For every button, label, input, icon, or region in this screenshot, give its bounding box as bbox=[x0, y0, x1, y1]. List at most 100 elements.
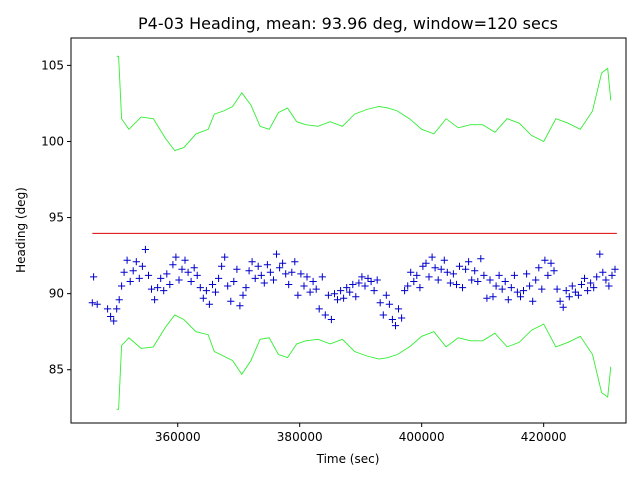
data-point bbox=[318, 273, 326, 281]
data-point bbox=[553, 285, 561, 293]
data-point bbox=[327, 315, 335, 324]
data-point bbox=[230, 277, 238, 286]
data-point bbox=[315, 305, 323, 313]
data-point bbox=[477, 255, 485, 263]
data-point bbox=[349, 280, 357, 289]
data-point bbox=[428, 253, 436, 261]
data-point bbox=[404, 282, 412, 290]
data-point bbox=[263, 261, 271, 269]
data-point bbox=[571, 288, 579, 296]
data-point bbox=[465, 258, 473, 266]
data-point bbox=[178, 265, 186, 273]
x-tick-label: 400000 bbox=[399, 430, 445, 444]
data-point bbox=[541, 256, 549, 264]
data-point bbox=[416, 284, 424, 292]
data-point bbox=[458, 284, 467, 292]
data-point bbox=[166, 280, 174, 289]
data-point bbox=[367, 277, 375, 286]
data-point bbox=[361, 282, 369, 290]
data-point bbox=[611, 265, 619, 273]
data-point bbox=[501, 277, 509, 286]
data-point bbox=[169, 261, 177, 269]
data-point bbox=[407, 268, 415, 276]
data-point bbox=[211, 288, 220, 296]
data-point bbox=[324, 291, 332, 299]
data-point bbox=[498, 285, 506, 293]
data-point bbox=[401, 287, 409, 295]
data-point bbox=[434, 276, 442, 284]
data-point bbox=[218, 262, 226, 270]
data-point bbox=[88, 299, 96, 307]
data-point bbox=[239, 291, 247, 299]
data-point bbox=[385, 300, 393, 308]
data-point bbox=[93, 300, 101, 308]
plot-frame bbox=[70, 37, 627, 424]
data-point bbox=[135, 274, 143, 282]
data-point bbox=[104, 305, 112, 313]
data-point bbox=[202, 287, 210, 295]
data-point bbox=[113, 305, 121, 313]
data-point bbox=[574, 291, 582, 299]
data-point bbox=[306, 288, 314, 296]
data-point bbox=[257, 271, 265, 279]
data-point bbox=[562, 287, 570, 295]
x-tick-label: 380000 bbox=[277, 430, 323, 444]
data-point bbox=[516, 293, 525, 301]
data-point bbox=[584, 287, 592, 295]
data-point bbox=[138, 262, 146, 270]
data-point bbox=[151, 296, 159, 304]
data-point bbox=[160, 287, 168, 295]
data-point bbox=[449, 270, 457, 278]
data-point bbox=[110, 317, 118, 325]
data-point bbox=[285, 280, 293, 289]
data-point bbox=[587, 279, 595, 287]
data-point bbox=[547, 259, 555, 267]
data-point bbox=[391, 322, 400, 330]
data-point bbox=[474, 277, 482, 286]
bounds-layer bbox=[116, 55, 612, 410]
data-point bbox=[355, 279, 363, 287]
data-point bbox=[373, 276, 381, 284]
data-point bbox=[163, 270, 171, 278]
data-point bbox=[486, 276, 494, 284]
data-point bbox=[544, 271, 552, 279]
data-point bbox=[330, 290, 339, 298]
y-tick-label: 95 bbox=[49, 211, 64, 225]
data-point bbox=[602, 276, 610, 284]
data-point bbox=[107, 312, 115, 321]
data-point bbox=[568, 282, 576, 290]
data-point bbox=[248, 258, 256, 266]
upper-bound-line bbox=[116, 55, 612, 152]
data-point bbox=[193, 271, 201, 279]
data-point bbox=[288, 268, 296, 276]
data-point bbox=[370, 287, 378, 295]
data-point bbox=[507, 284, 515, 292]
y-tick-label: 105 bbox=[41, 58, 64, 72]
data-point bbox=[90, 273, 98, 281]
data-point bbox=[556, 297, 564, 305]
data-point bbox=[120, 268, 128, 276]
x-tick-label: 420000 bbox=[521, 430, 567, 444]
plot-area bbox=[88, 55, 619, 410]
data-point bbox=[352, 293, 360, 301]
data-point bbox=[187, 277, 195, 286]
data-point bbox=[379, 311, 387, 319]
data-point bbox=[333, 296, 342, 304]
data-point bbox=[364, 274, 372, 282]
data-point bbox=[382, 291, 390, 299]
data-point bbox=[129, 267, 137, 275]
data-point bbox=[599, 268, 607, 276]
data-point bbox=[269, 276, 278, 284]
data-point bbox=[297, 270, 305, 278]
data-point bbox=[126, 277, 134, 286]
data-point bbox=[523, 270, 531, 278]
data-point bbox=[471, 267, 479, 275]
data-point bbox=[446, 279, 454, 287]
data-point bbox=[132, 258, 140, 266]
data-point bbox=[398, 314, 406, 322]
data-point bbox=[422, 259, 430, 267]
data-point bbox=[410, 277, 418, 286]
data-point bbox=[529, 297, 537, 305]
data-point bbox=[294, 291, 302, 299]
